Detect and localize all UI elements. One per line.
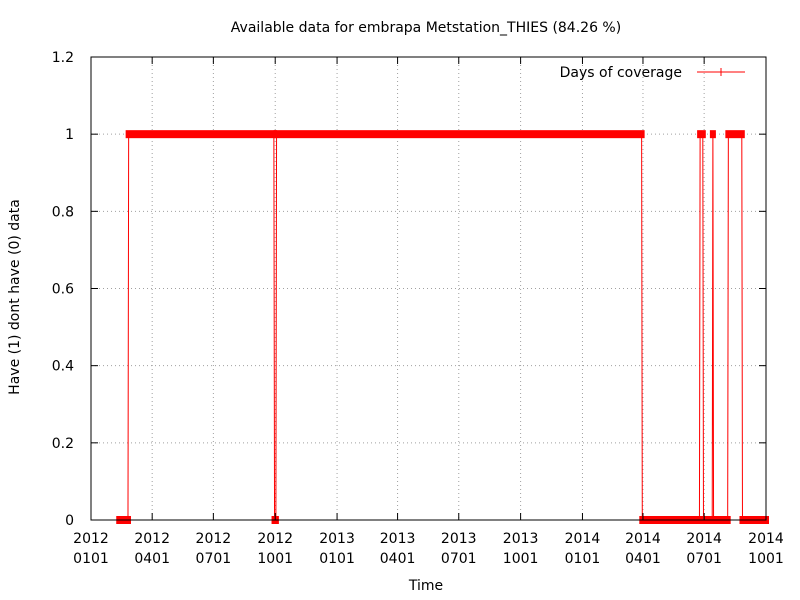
x-tick-label-date: 0401 [380,551,416,567]
x-tick-label-date: 0701 [196,551,232,567]
x-tick-labels: 2012 0101 2012 0401 2012 0701 2012 1001 2013 0101… [73,531,784,567]
x-tick-label-date: 0401 [134,551,170,567]
x-tick-label-date: 1001 [748,551,784,567]
tick-marks [90,56,767,521]
legend-marker [717,68,725,76]
x-tick-label-year: 2013 [380,531,416,547]
y-tick-label: 0.4 [52,359,74,375]
x-tick-label-date: 0401 [625,551,661,567]
x-tick-label-year: 2013 [441,531,477,547]
x-tick-label-date: 0701 [441,551,477,567]
x-axis-label: Time [408,578,443,594]
y-tick-labels: 0 0.2 0.4 0.6 0.8 1 1.2 [52,50,74,529]
x-tick-label-year: 2012 [73,531,109,547]
y-tick-label: 0.2 [52,436,74,452]
coverage-segment [273,130,645,139]
x-tick-label-date: 0101 [319,551,355,567]
y-axis-label: Have (1) dont have (0) data [7,199,23,395]
x-tick-label-date: 0701 [686,551,722,567]
coverage-segment [697,130,706,139]
legend-label: Days of coverage [560,65,682,81]
series-line [119,133,766,521]
coverage-segment [125,130,277,139]
x-tick-label-year: 2012 [134,531,170,547]
x-tick-label-year: 2013 [319,531,355,547]
x-tick-label-year: 2013 [503,531,539,547]
y-tick-label: 0 [65,513,74,529]
legend: Days of coverage [560,65,745,81]
chart-title: Available data for embrapa Metstation_TH… [231,20,621,36]
y-tick-label: 0.6 [52,282,74,298]
x-tick-label-year: 2014 [565,531,601,547]
x-tick-label-year: 2014 [748,531,784,547]
plot-frame [90,56,767,521]
coverage-segment [709,130,716,139]
x-tick-label-year: 2012 [257,531,293,547]
y-tick-label: 0.8 [52,204,74,220]
x-tick-label-year: 2012 [196,531,232,547]
x-tick-label-date: 1001 [257,551,293,567]
y-tick-label: 1 [65,127,74,143]
x-tick-label-year: 2014 [625,531,661,547]
x-tick-label-year: 2014 [686,531,722,547]
series-days-of-coverage [116,130,769,524]
x-tick-label-date: 0101 [565,551,601,567]
grid-lines [91,57,766,520]
coverage-segment [725,130,745,139]
x-tick-label-date: 0101 [73,551,109,567]
x-tick-label-date: 1001 [503,551,539,567]
y-tick-label: 1.2 [52,50,74,66]
